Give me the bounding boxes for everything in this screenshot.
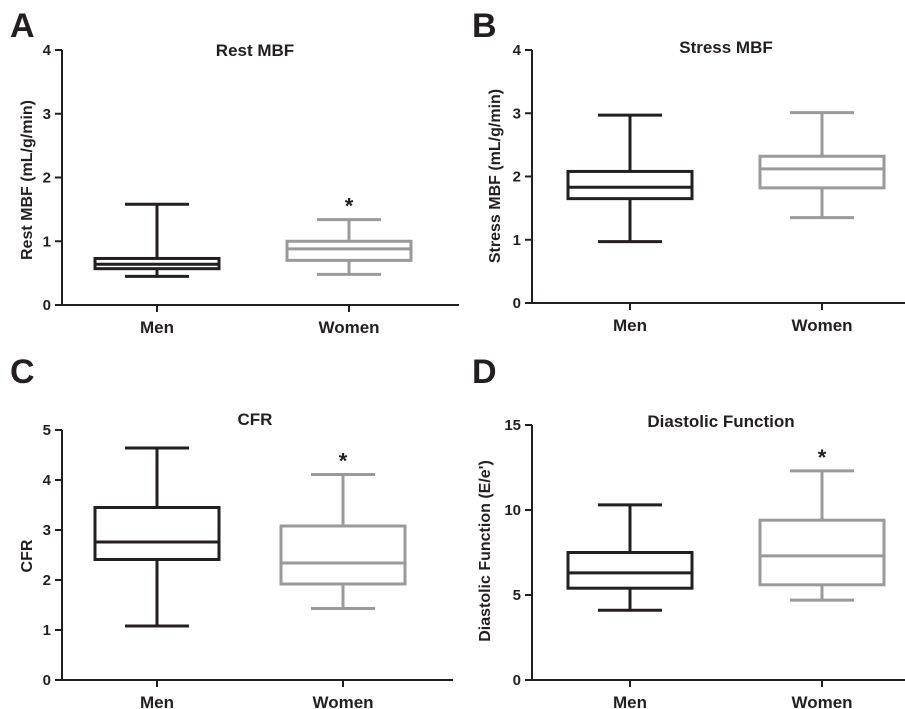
significance-star: * [345, 194, 354, 219]
y-tick-label: 2 [43, 170, 51, 187]
y-tick-label: 0 [513, 672, 521, 689]
y-tick-label: 2 [43, 572, 51, 589]
y-tick-label: 0 [43, 297, 51, 314]
x-category-label: Men [140, 693, 174, 709]
y-tick-label: 5 [43, 422, 51, 439]
box-men-iqr [566, 551, 694, 590]
x-category-label: Women [312, 693, 373, 709]
x-category-label: Women [791, 693, 852, 709]
y-tick-label: 2 [513, 169, 521, 186]
box-women-iqr [279, 524, 407, 586]
y-tick-label: 5 [513, 587, 521, 604]
panel-title: Diastolic Function [647, 412, 794, 431]
y-tick-label: 1 [43, 622, 51, 639]
box-women-iqr [758, 518, 886, 587]
y-tick-label: 0 [513, 295, 521, 312]
y-tick-label: 15 [504, 417, 521, 434]
panel-title: Rest MBF [216, 41, 294, 60]
y-tick-label: 10 [504, 502, 521, 519]
x-category-label: Men [613, 316, 647, 335]
y-tick-label: 4 [43, 472, 52, 489]
significance-star: * [339, 449, 348, 474]
y-tick-label: 0 [43, 672, 51, 689]
y-tick-label: 3 [43, 106, 51, 123]
panel-title: CFR [238, 410, 273, 429]
box-men-iqr [566, 169, 694, 201]
panel-letter: D [472, 353, 497, 391]
y-axis-label: Diastolic Function (E/e') [477, 460, 494, 642]
y-axis-label: CFR [19, 539, 36, 572]
y-tick-label: 1 [513, 232, 521, 249]
y-tick-label: 4 [513, 42, 522, 59]
x-category-label: Women [791, 316, 852, 335]
box-women-iqr [285, 239, 413, 262]
y-tick-label: 4 [43, 42, 52, 59]
y-tick-label: 3 [513, 105, 521, 122]
panel-letter: C [10, 353, 35, 391]
x-category-label: Women [318, 318, 379, 337]
y-axis-label: Stress MBF (mL/g/min) [487, 89, 504, 263]
x-category-label: Men [613, 693, 647, 709]
significance-star: * [818, 445, 827, 470]
y-tick-label: 3 [43, 522, 51, 539]
y-axis-label: Rest MBF (mL/g/min) [19, 100, 36, 260]
panel-letter: B [472, 7, 497, 45]
panel-title: Stress MBF [679, 38, 773, 57]
y-tick-label: 1 [43, 233, 51, 250]
box-men-iqr [93, 506, 221, 561]
panel-letter: A [10, 7, 35, 45]
box-women-iqr [758, 154, 886, 190]
x-category-label: Men [140, 318, 174, 337]
